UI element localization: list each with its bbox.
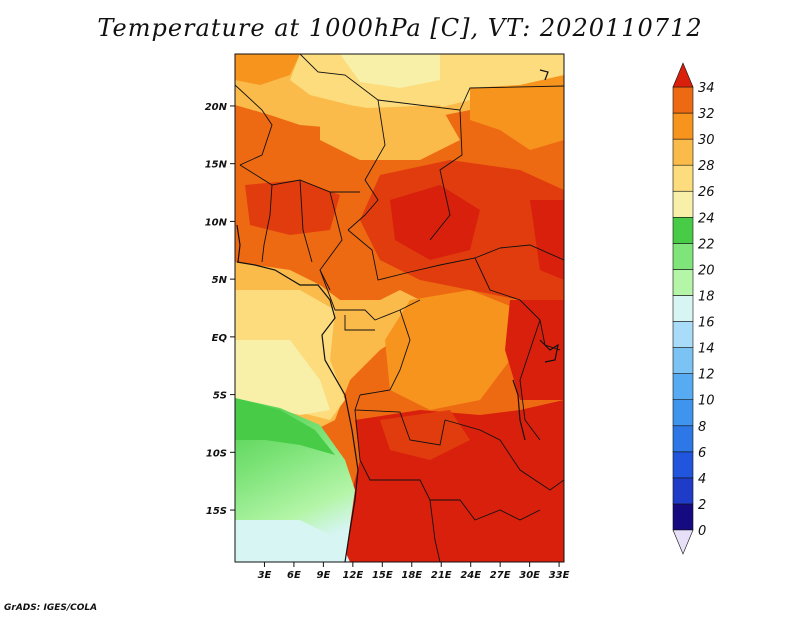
x-tick-label: 12E xyxy=(342,570,363,581)
colorbar-underflow-triangle xyxy=(672,529,694,555)
x-tick-label: 21E xyxy=(431,570,452,581)
colorbar-swatch xyxy=(672,477,694,505)
colorbar-label: 14 xyxy=(698,342,715,357)
colorbar-label: 6 xyxy=(698,446,706,461)
colorbar-label: 26 xyxy=(698,185,715,200)
colorbar-swatch xyxy=(672,451,694,479)
x-tick-label: 9E xyxy=(316,570,330,581)
colorbar-swatch xyxy=(672,321,694,348)
colorbar-swatch xyxy=(672,295,694,322)
colorbar-swatch xyxy=(672,190,694,218)
coastline xyxy=(236,69,559,562)
y-tick-label: 10S xyxy=(206,448,227,459)
colorbar-label: 32 xyxy=(698,107,715,122)
colorbar-label: 28 xyxy=(698,159,715,174)
y-tick-label: 10N xyxy=(205,217,228,228)
temperature-field xyxy=(235,54,564,562)
colorbar-label: 8 xyxy=(698,420,706,435)
y-tick-label: 15S xyxy=(206,506,227,517)
colorbar-label: 30 xyxy=(698,133,715,148)
map-title: Temperature at 1000hPa [C], VT: 20201107… xyxy=(97,14,703,42)
colorbar-label: 20 xyxy=(698,263,715,278)
x-tick-label: 3E xyxy=(258,570,272,581)
colorbar-label: 22 xyxy=(698,237,715,252)
x-tick-label: 30E xyxy=(519,570,540,581)
x-tick-label: 27E xyxy=(490,570,511,581)
colorbar-swatch xyxy=(672,243,694,270)
x-tick-label: 6E xyxy=(287,570,301,581)
colorbar-label: 24 xyxy=(698,211,715,226)
colorbar-label: 12 xyxy=(698,368,715,383)
y-axis: 20N 15N 10N 5N EQ 5S 10S 15S xyxy=(205,102,235,517)
x-axis: 3E 6E 9E 12E 15E 18E 21E 24E 27E 30E 33E xyxy=(258,562,570,581)
colorbar-swatch xyxy=(672,269,694,296)
y-tick-label: EQ xyxy=(212,333,228,344)
colorbar-swatch xyxy=(672,164,694,192)
colorbar-swatch xyxy=(672,425,694,453)
country-borders xyxy=(235,54,564,562)
x-tick-label: 15E xyxy=(372,570,393,581)
colorbar-swatch xyxy=(672,138,694,166)
colorbar-label: 0 xyxy=(698,524,706,539)
colorbar-swatch xyxy=(672,86,694,114)
colorbar-swatch xyxy=(672,399,694,427)
x-tick-label: 33E xyxy=(549,570,570,581)
y-tick-label: 5S xyxy=(213,391,227,402)
colorbar-label: 34 xyxy=(698,81,715,96)
colorbar-label: 10 xyxy=(698,394,715,409)
colorbar-swatch xyxy=(672,216,694,244)
y-tick-label: 20N xyxy=(205,102,228,113)
colorbar-label: 2 xyxy=(698,498,706,513)
grads-credit: GrADS: IGES/COLA xyxy=(4,603,98,613)
y-tick-label: 15N xyxy=(205,160,228,171)
colorbar-label: 4 xyxy=(698,472,706,487)
y-tick-label: 5N xyxy=(212,275,228,286)
map-frame xyxy=(234,53,565,563)
colorbar-swatch xyxy=(672,112,694,140)
colorbar-swatch xyxy=(672,503,694,531)
x-tick-label: 18E xyxy=(401,570,422,581)
colorbar-swatch xyxy=(672,347,694,374)
colorbar-swatch xyxy=(672,373,694,401)
colorbar-overflow-triangle xyxy=(672,62,694,88)
x-tick-label: 24E xyxy=(460,570,481,581)
colorbar-label: 16 xyxy=(698,316,715,331)
colorbar-label: 18 xyxy=(698,289,715,304)
